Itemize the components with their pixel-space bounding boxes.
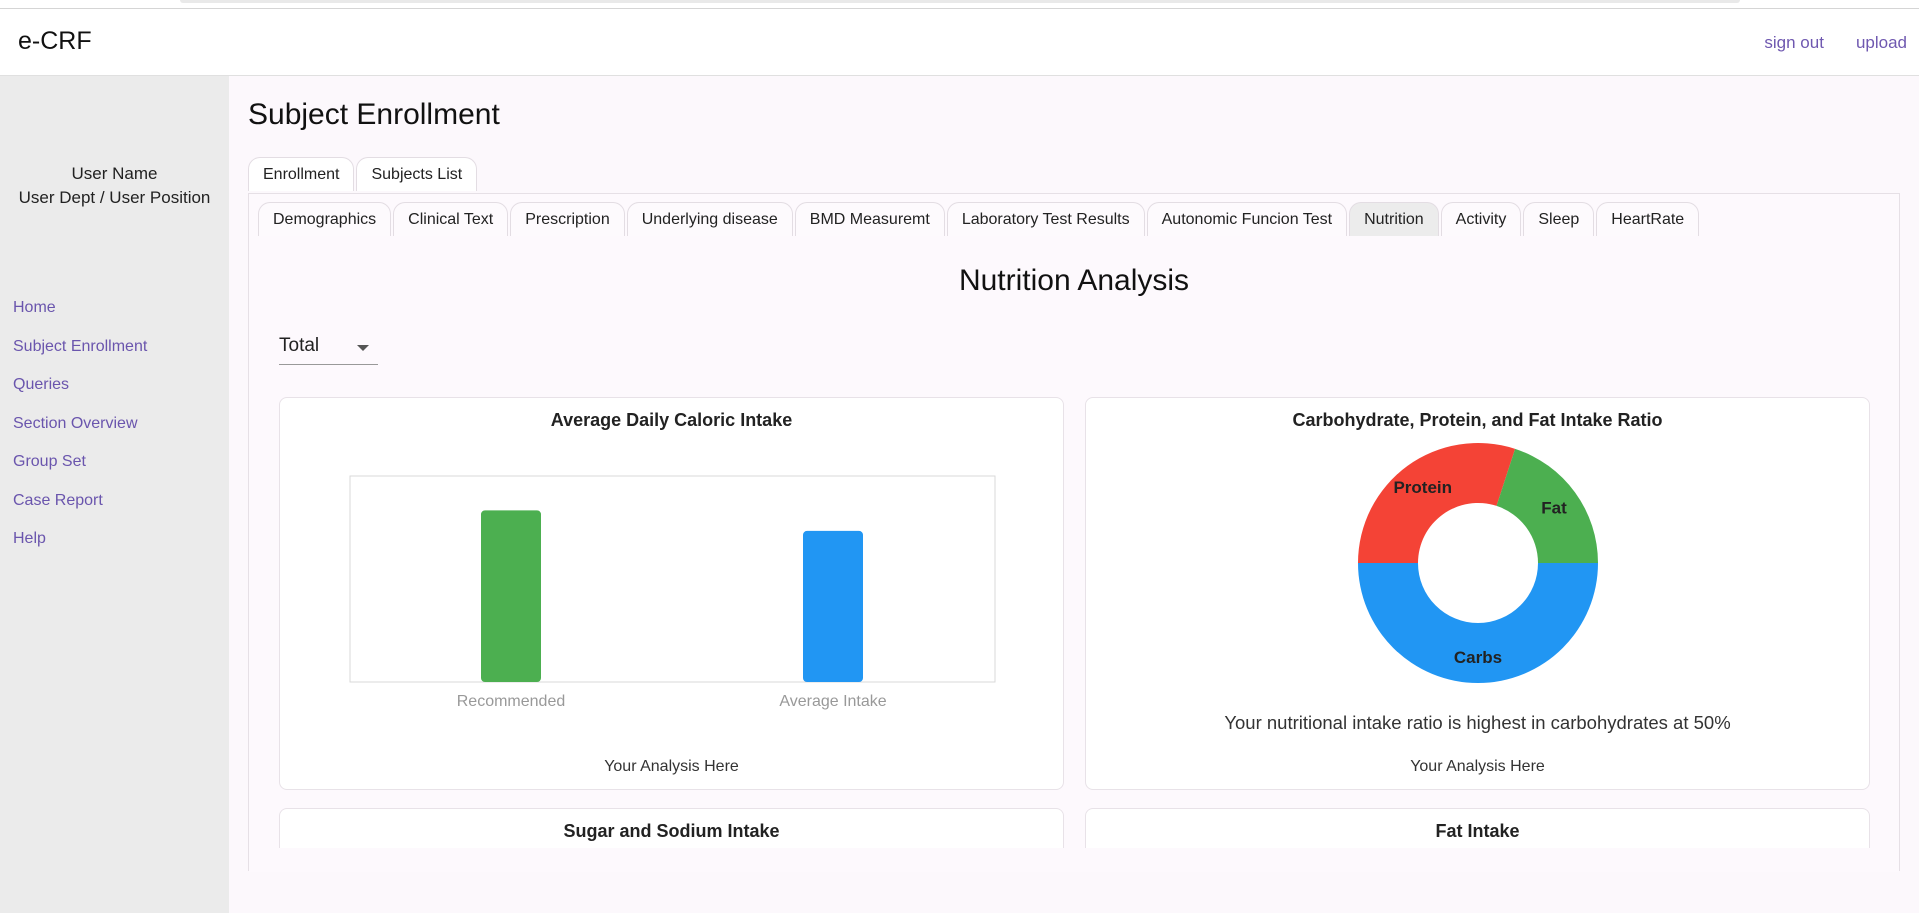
macro-donut-chart: Carbs Protein Fat (1358, 443, 1598, 683)
bar-average-intake (803, 530, 863, 682)
tab-autonomic-function-test[interactable]: Autonomic Funcion Test (1146, 202, 1348, 236)
tab-nutrition[interactable]: Nutrition (1349, 202, 1439, 236)
sugar-sodium-card: Sugar and Sodium Intake (279, 808, 1064, 848)
caloric-card-title: Average Daily Caloric Intake (550, 410, 793, 430)
tab-subjects-list[interactable]: Subjects List (356, 157, 478, 191)
caloric-bar-chart: Recommended Average Intake (349, 475, 996, 710)
app-brand: e-CRF (18, 27, 92, 55)
caret-down-icon (357, 345, 369, 351)
nav-queries[interactable]: Queries (13, 376, 70, 393)
upload-link[interactable]: upload (1855, 33, 1907, 52)
browser-url-bar (180, 0, 1740, 3)
user-info: User Name User Dept / User Position (0, 162, 229, 210)
main-content: Subject Enrollment Enrollment Subjects L… (229, 76, 1919, 913)
user-name: User Name (71, 164, 158, 183)
caloric-card-footer: Your Analysis Here (604, 758, 739, 775)
sidebar: User Name User Dept / User Position Home… (0, 76, 229, 913)
outer-tabs: Enrollment Subjects List (248, 157, 478, 191)
tab-clinical-text[interactable]: Clinical Text (393, 202, 509, 236)
slice-carbs (1358, 563, 1598, 683)
period-select-value: Total (279, 335, 320, 356)
user-dept: User Dept / User Position (18, 188, 211, 207)
page-title: Subject Enrollment (248, 98, 500, 131)
nav-section-overview[interactable]: Section Overview (13, 414, 138, 432)
tab-laboratory-test-results[interactable]: Laboratory Test Results (946, 202, 1145, 236)
tab-demographics[interactable]: Demographics (258, 202, 392, 236)
tab-heartrate[interactable]: HeartRate (1596, 202, 1700, 236)
fat-card-title: Fat Intake (1435, 821, 1520, 841)
ratio-card-title: Carbohydrate, Protein, and Fat Intake Ra… (1292, 410, 1663, 430)
macro-ratio-card: Carbohydrate, Protein, and Fat Intake Ra… (1085, 397, 1870, 790)
ratio-summary: Your nutritional intake ratio is highest… (1224, 712, 1731, 733)
scroll-fade (249, 848, 1899, 872)
bar-recommended (481, 510, 541, 682)
app-header: e-CRF sign out upload (0, 9, 1919, 76)
chart-plot-area (349, 475, 996, 683)
tab-underlying-disease[interactable]: Underlying disease (626, 202, 793, 236)
browser-top-strip (0, 0, 1919, 9)
tab-enrollment[interactable]: Enrollment (248, 157, 355, 191)
period-select[interactable]: Total (279, 333, 378, 365)
tab-prescription[interactable]: Prescription (510, 202, 625, 236)
tab-sleep[interactable]: Sleep (1523, 202, 1595, 236)
slice-label-fat: Fat (1541, 499, 1567, 518)
caloric-intake-card: Average Daily Caloric Intake Recommended… (279, 397, 1064, 790)
slice-protein (1358, 443, 1516, 563)
sign-out-link[interactable]: sign out (1764, 33, 1824, 52)
sidebar-nav: Home Subject Enrollment Queries Section … (13, 298, 147, 568)
tab-activity[interactable]: Activity (1440, 202, 1522, 236)
header-links: sign out upload (1764, 33, 1907, 53)
sugar-card-title: Sugar and Sodium Intake (563, 821, 780, 841)
slice-label-carbs: Carbs (1454, 648, 1502, 667)
nav-group-set[interactable]: Group Set (13, 453, 86, 470)
slice-fat (1496, 448, 1598, 563)
nav-help[interactable]: Help (13, 530, 46, 547)
ratio-card-footer: Your Analysis Here (1410, 758, 1545, 775)
x-tick-label-average-intake: Average Intake (779, 693, 886, 710)
section-title: Nutrition Analysis (958, 264, 1190, 297)
nav-subject-enrollment[interactable]: Subject Enrollment (13, 337, 148, 355)
slice-label-protein: Protein (1393, 478, 1452, 497)
fat-intake-card: Fat Intake (1085, 808, 1870, 848)
nav-home[interactable]: Home (13, 299, 56, 316)
inner-tabs: Demographics Clinical Text Prescription … (258, 202, 1700, 236)
nav-case-report[interactable]: Case Report (13, 491, 103, 509)
x-tick-label-recommended: Recommended (457, 693, 566, 710)
tab-bmd-measurement[interactable]: BMD Measuremt (794, 202, 945, 236)
enrollment-panel: Demographics Clinical Text Prescription … (248, 193, 1900, 872)
